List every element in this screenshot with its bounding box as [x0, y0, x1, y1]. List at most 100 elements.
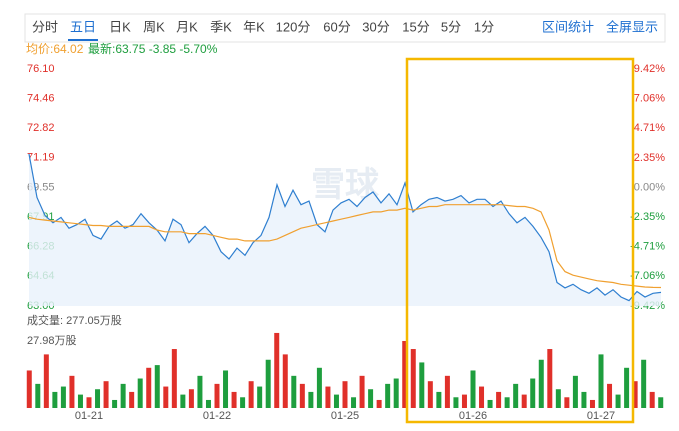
tab[interactable]: 5分 [441, 19, 461, 34]
tab[interactable]: 120分 [276, 19, 311, 34]
volume-bar [538, 359, 544, 408]
volume-bar [265, 359, 271, 408]
volume-bar [103, 381, 109, 408]
volume-bar [589, 399, 595, 408]
price-line [28, 153, 662, 302]
volume-bar [86, 397, 92, 408]
volume-bar [248, 381, 254, 408]
volume-bar [223, 370, 229, 408]
volume-bar [581, 391, 587, 408]
price-area [29, 154, 661, 306]
volume-bar [513, 383, 519, 408]
volume-bar [368, 389, 374, 408]
tab[interactable]: 分时 [32, 19, 58, 34]
volume-bar [35, 383, 41, 408]
avg-line [28, 204, 662, 289]
volume-bar [112, 399, 118, 408]
volume-bar [615, 394, 621, 408]
y2-tick-label: -7.06% [630, 270, 665, 282]
volume-bar [402, 340, 408, 408]
tab[interactable]: 季K [210, 19, 232, 34]
y-tick-label: 76.10 [27, 63, 55, 75]
y2-tick-label: 9.42% [634, 63, 665, 75]
tab[interactable]: 60分 [323, 19, 350, 34]
y2-tick-label: 4.71% [634, 122, 665, 134]
volume-bar [641, 359, 647, 408]
volume-bar [436, 391, 442, 408]
volume-bar [359, 375, 365, 408]
tab[interactable]: 15分 [402, 19, 429, 34]
volume-bar [470, 370, 476, 408]
volume-bar [299, 383, 305, 408]
tab[interactable]: 年K [243, 19, 265, 34]
volume-bar [77, 394, 83, 408]
volume-bar [146, 367, 152, 408]
volume-bar [240, 397, 246, 408]
volume-bar [231, 391, 237, 408]
volume-bar [205, 399, 211, 408]
highlight-box [405, 57, 635, 424]
volume-bar [607, 383, 613, 408]
tab[interactable]: 日K [109, 19, 131, 34]
y-tick-label: 72.82 [27, 122, 55, 134]
volume-bar [291, 375, 297, 408]
y2-tick-label: 7.06% [634, 93, 665, 105]
volume-bar [479, 386, 485, 408]
volume-bar [393, 378, 399, 408]
x-tick-label: 01-27 [587, 410, 615, 422]
volume-bar [496, 391, 502, 408]
volume-bar [351, 397, 357, 408]
volume-label: 成交量: 277.05万股 [27, 313, 122, 327]
x-tick-label: 01-22 [203, 410, 231, 422]
volume-bar [316, 367, 322, 408]
avg-legend: 均价:64.02 [26, 42, 84, 56]
volume-bar [487, 399, 493, 408]
volume-bar [461, 394, 467, 408]
volume-bar [137, 378, 143, 408]
volume-bar [52, 391, 58, 408]
tab[interactable]: 月K [176, 19, 198, 34]
volume-tick-label: 27.98万股 [27, 334, 77, 347]
volume-bar [564, 397, 570, 408]
action-link[interactable]: 全屏显示 [606, 19, 658, 34]
x-tick-label: 01-21 [75, 410, 103, 422]
volume-bar [171, 349, 177, 408]
volume-bar [154, 365, 160, 408]
volume-bar [60, 386, 66, 408]
tab[interactable]: 周K [143, 19, 165, 34]
volume-bar [521, 394, 527, 408]
volume-bar [547, 349, 553, 408]
volume-bar [419, 362, 425, 408]
y2-tick-label: 0.00% [634, 181, 665, 193]
volume-bar [257, 386, 263, 408]
tab[interactable]: 30分 [362, 19, 389, 34]
x-tick-label: 01-26 [459, 410, 487, 422]
volume-bar [624, 367, 630, 408]
tab[interactable]: 五日 [70, 19, 96, 34]
volume-bar [274, 332, 280, 408]
volume-bar [180, 394, 186, 408]
volume-bar [632, 381, 638, 408]
volume-bar [555, 389, 561, 408]
action-link[interactable]: 区间统计 [542, 19, 594, 34]
volume-bar [410, 349, 416, 408]
volume-bar [43, 354, 49, 408]
volume-bar [26, 370, 32, 408]
volume-bar [572, 375, 578, 408]
y2-tick-label: 2.35% [634, 152, 665, 164]
volume-bar [385, 383, 391, 408]
tab[interactable]: 1分 [474, 19, 494, 34]
volume-bar [444, 375, 450, 408]
volume-bar [598, 354, 604, 408]
volume-bar [333, 394, 339, 408]
volume-bar [376, 399, 382, 408]
y2-tick-label: -4.71% [630, 241, 665, 253]
volume-bar [214, 383, 220, 408]
volume-bar [504, 397, 510, 408]
latest-legend: 最新:63.75 -3.85 -5.70% [88, 41, 218, 56]
volume-bar [129, 391, 135, 408]
volume-bar [95, 389, 101, 408]
volume-bar [188, 389, 194, 408]
volume-bar [453, 397, 459, 408]
